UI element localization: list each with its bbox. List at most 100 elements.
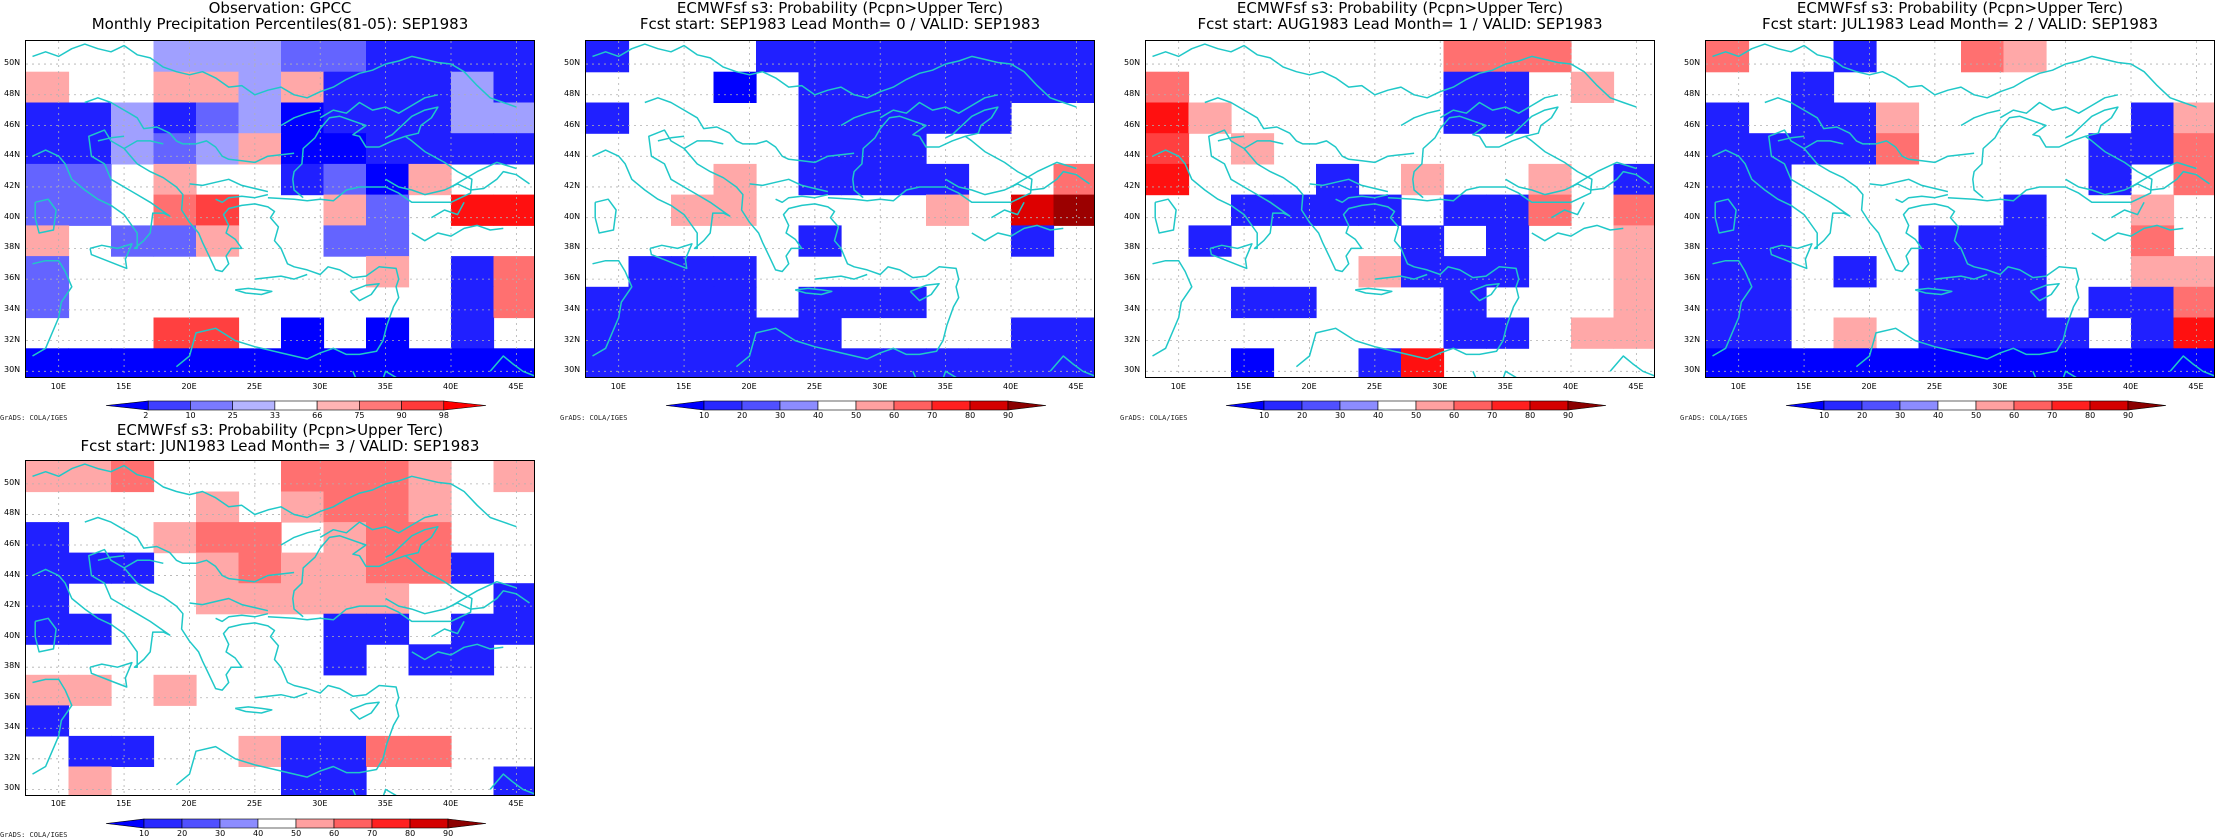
grid-cell: [238, 102, 282, 134]
grid-cell: [238, 71, 282, 103]
latitude-label: 32N: [4, 334, 21, 344]
coastline: [431, 201, 465, 219]
coastline: [1712, 43, 2197, 108]
longitude-label: 15E: [116, 382, 132, 391]
grid-cell: [1011, 194, 1055, 226]
grid-cell: [1613, 163, 1654, 196]
grid-cell: [1401, 256, 1445, 288]
colorbar-label: 75: [354, 411, 365, 420]
map-panel-lead-0: ECMWFsf s3: Probability (Pcpn>Upper Terc…: [560, 0, 1120, 430]
grid-cell: [408, 552, 452, 584]
grid-cell: [1613, 317, 1654, 349]
latitude-label: 46N: [1684, 119, 1701, 129]
coastline: [1204, 97, 1415, 164]
grid-cell: [281, 163, 325, 196]
coastline: [1947, 115, 2153, 204]
grid-cell: [1358, 194, 1402, 226]
grid-cell: [2173, 133, 2214, 165]
grid-cell: [798, 348, 842, 377]
coastline: [2111, 201, 2145, 219]
latitude-label: 50N: [4, 58, 21, 68]
latitude-label: 48N: [4, 508, 21, 518]
colorbar-label: 90: [1003, 411, 1014, 420]
grid-cell: [1791, 71, 1835, 103]
grid-cell: [1876, 102, 1920, 134]
coastline: [2169, 355, 2214, 377]
grid-cell: [883, 348, 927, 377]
grid-cell: [1443, 317, 1487, 349]
grid-cell: [26, 71, 70, 103]
panel-subtitle: Monthly Precipitation Percentiles(81-05)…: [91, 15, 469, 33]
latitude-label: 38N: [4, 242, 21, 252]
grid-cell: [2003, 225, 2047, 257]
latitude-label: 36N: [1684, 273, 1701, 283]
coastline: [254, 692, 308, 699]
grid-cell: [968, 348, 1012, 377]
latitude-label: 30N: [4, 783, 21, 793]
colorbar-swatch: [1263, 400, 1303, 411]
grid-cell: [493, 194, 534, 226]
grid-cell: [1961, 348, 2005, 377]
colorbar-label: 20: [1297, 411, 1308, 420]
coastline: [1934, 273, 1988, 280]
colorbar-swatches: [1225, 400, 1607, 411]
grid-cell: [1053, 163, 1094, 196]
latitude-label: 38N: [1684, 242, 1701, 252]
coastline: [385, 170, 530, 196]
map-panel-lead-1: ECMWFsf s3: Probability (Pcpn>Upper Terc…: [1120, 0, 1680, 430]
grid-cell: [153, 41, 197, 73]
latitude-label: 38N: [4, 661, 21, 671]
colorbar-swatch: [1975, 400, 2015, 411]
credit-label: GrADS: COLA/IGES: [560, 414, 628, 422]
grid-cell: [408, 71, 452, 103]
coastline: [1354, 287, 1393, 296]
grid-cell: [493, 613, 534, 645]
grid-cell: [153, 225, 197, 257]
grid-cell: [1961, 286, 2005, 319]
colorbar-swatch: [147, 400, 191, 411]
grid-cell: [196, 41, 240, 73]
grid-cell: [323, 766, 367, 795]
grid-cell: [1961, 317, 2005, 349]
grid-cell: [281, 102, 325, 134]
colorbar-label: 30: [1895, 411, 1906, 420]
grid-cell: [841, 41, 885, 73]
grid-cell: [323, 552, 367, 584]
grid-cell: [628, 348, 672, 377]
grid-cell: [238, 348, 282, 377]
colorbar-swatch: [143, 818, 183, 829]
grid-cell: [451, 102, 495, 134]
latitude-label: 42N: [4, 600, 21, 610]
grid-cell: [1748, 225, 1792, 257]
colorbar-label: 30: [1335, 411, 1346, 420]
grid-cell: [883, 286, 927, 319]
coastline: [1374, 273, 1428, 280]
latitude-label: 34N: [564, 303, 581, 313]
latitude-label: 36N: [4, 273, 21, 283]
coastline: [592, 129, 960, 368]
coastline: [1243, 140, 1284, 150]
coastline: [657, 135, 685, 142]
grid-cell: [493, 133, 534, 165]
grid-cell: [238, 522, 282, 554]
grid-cell: [756, 348, 800, 377]
colorbar-label: 80: [1525, 411, 1536, 420]
longitude-label: 15E: [116, 799, 132, 808]
grid-cell: [281, 317, 325, 349]
latitude-label: 48N: [564, 88, 581, 98]
grid-cell: [883, 163, 927, 196]
grid-cell: [408, 348, 452, 377]
colorbar-swatches: [1785, 400, 2167, 411]
longitude-label: 35E: [1497, 382, 1513, 391]
grid-cell: [1231, 348, 1275, 377]
coastline: [215, 612, 269, 623]
grid-cell: [926, 71, 970, 103]
grid-cell: [1231, 133, 1275, 165]
panel-title: ECMWFsf s3: Probability (Pcpn>Upper Terc…: [116, 421, 444, 439]
coastline: [450, 580, 517, 607]
colorbar-label: 60: [2009, 411, 2020, 420]
colorbar-swatch: [1823, 400, 1863, 411]
coastline: [2029, 282, 2060, 302]
colorbar-label: 50: [1411, 411, 1422, 420]
grid-cell: [1706, 102, 1750, 134]
